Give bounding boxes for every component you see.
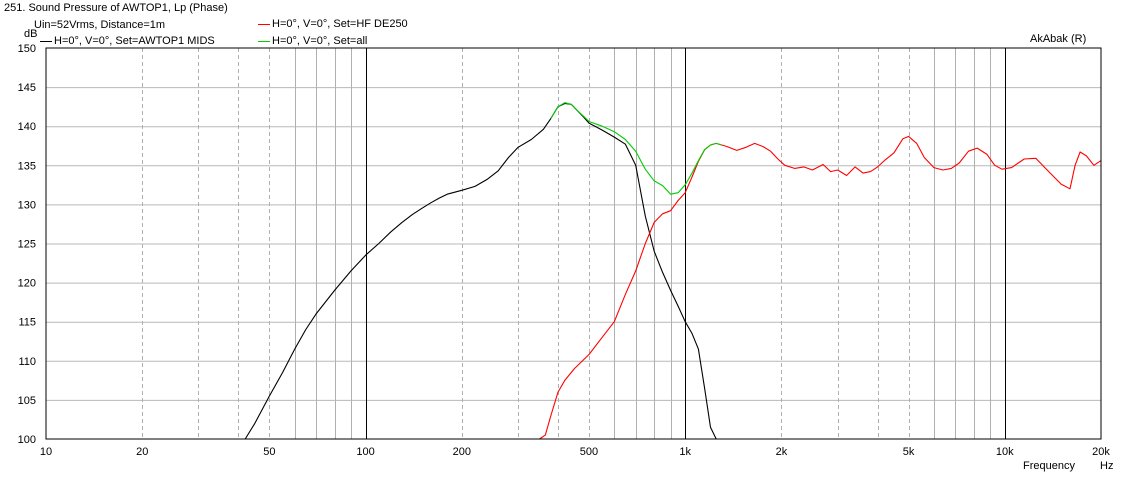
watermark: AkAbak (R) — [1030, 33, 1087, 45]
series-line-1 — [244, 102, 717, 440]
series-lines — [46, 102, 1102, 440]
y-tick-label: 130 — [18, 199, 36, 211]
x-axis-label: Frequency — [1023, 460, 1075, 472]
x-tick-label: 2k — [776, 446, 788, 458]
x-tick-label: 500 — [580, 446, 598, 458]
x-tick-label: 20 — [136, 446, 148, 458]
chart-title: 251. Sound Pressure of AWTOP1, Lp (Phase… — [4, 2, 228, 14]
x-tick-label: 200 — [453, 446, 471, 458]
y-tick-label: 135 — [18, 160, 36, 172]
y-tick-label: 100 — [18, 434, 36, 446]
legend-swatch-series-1 — [40, 41, 52, 42]
series-line-2 — [46, 135, 1102, 440]
legend-label-series-1: H=0°, V=0°, Set=AWTOP1 MIDS — [54, 35, 215, 47]
x-tick-label: 50 — [263, 446, 275, 458]
x-tick-label: 10k — [996, 446, 1014, 458]
legend-swatch-series-3 — [258, 41, 270, 42]
y-tick-label: 145 — [18, 82, 36, 94]
y-tick-label: 125 — [18, 239, 36, 251]
x-axis-unit: Hz — [1100, 460, 1114, 472]
x-tick-labels: 10 20 50 100 200 500 1k 2k 5k 10k 20k — [40, 446, 1110, 458]
legend-label-series-2: H=0°, V=0°, Set=HF DE250 — [272, 18, 408, 30]
y-tick-label: 105 — [18, 395, 36, 407]
grid — [46, 48, 1101, 439]
x-tick-label: 5k — [903, 446, 915, 458]
x-tick-label: 100 — [356, 446, 374, 458]
y-tick-label: 120 — [18, 278, 36, 290]
y-tick-label: 110 — [18, 356, 36, 368]
chart-subtitle: Uin=52Vrms, Distance=1m — [34, 19, 166, 31]
legend-label-series-3: H=0°, V=0°, Set=all — [272, 35, 368, 47]
y-axis-unit: dB — [24, 28, 38, 40]
series-line-3 — [550, 102, 722, 195]
plot-frame — [45, 47, 1102, 440]
y-tick-label: 140 — [18, 121, 36, 133]
legend-swatch-series-2 — [258, 24, 270, 25]
y-tick-label: 150 — [18, 43, 36, 55]
x-tick-label: 1k — [679, 446, 691, 458]
x-tick-label: 20k — [1092, 446, 1110, 458]
y-tick-label: 115 — [18, 317, 36, 329]
y-tick-labels: 100 105 110 115 120 125 130 135 140 145 150 — [18, 43, 36, 446]
x-tick-label: 10 — [40, 446, 52, 458]
